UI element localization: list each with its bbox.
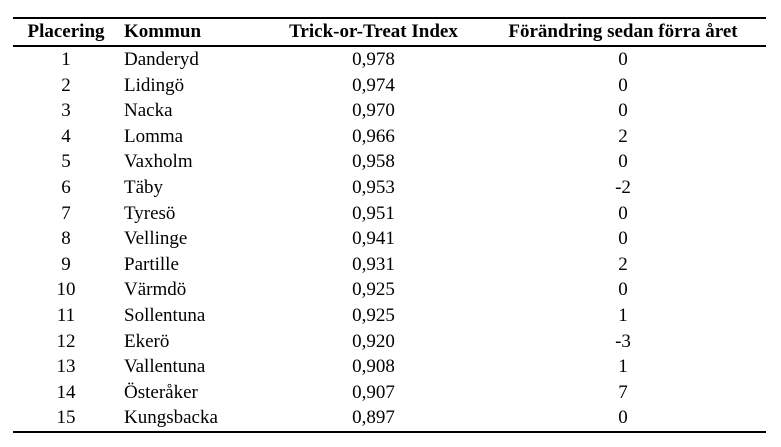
table-row: 3 Nacka 0,970 0 [13,98,766,124]
ranking-table-container: Placering Kommun Trick-or-Treat Index Förän… [13,17,766,433]
cell-index: 0,925 [352,279,395,301]
table-row: 11 Sollentuna 0,925 1 [13,303,766,329]
column-header-change: Förändring sedan förra året [508,21,738,42]
cell-placering: 13 [56,356,76,378]
cell-placering: 14 [56,381,76,403]
cell-placering: 4 [61,125,71,147]
cell-kommun: Vellinge [124,228,188,250]
cell-kommun: Nacka [124,100,173,122]
cell-kommun: Lomma [124,125,184,147]
table-row: 9 Partille 0,931 2 [13,252,766,278]
cell-index: 0,966 [352,125,395,147]
cell-kommun: Vallentuna [124,356,206,378]
cell-change: 0 [618,49,628,70]
cell-kommun: Kungsbacka [124,407,218,429]
table-row: 15 Kungsbacka 0,897 0 [13,405,766,432]
cell-change: 1 [618,304,628,326]
cell-placering: 3 [61,100,71,122]
cell-placering: 12 [56,330,76,352]
cell-kommun: Tyresö [124,202,176,224]
cell-change: 0 [618,202,628,224]
table-row: 5 Vaxholm 0,958 0 [13,149,766,175]
cell-kommun: Täby [124,176,164,198]
cell-change: 0 [618,228,628,250]
column-header-placering: Placering [27,21,105,42]
table-body: 1 Danderyd 0,978 0 2 Lidingö 0,974 0 3 Nacka 0,970… [13,46,766,432]
table-header-row: Placering Kommun Trick-or-Treat Index Förän… [13,18,766,46]
table-row: 4 Lomma 0,966 2 [13,124,766,150]
table-row: 1 Danderyd 0,978 0 [13,46,766,73]
table-row: 12 Ekerö 0,920 -3 [13,329,766,355]
cell-index: 0,978 [352,49,395,70]
cell-index: 0,958 [352,151,395,173]
cell-change: 2 [618,253,628,275]
table-row: 13 Vallentuna 0,908 1 [13,354,766,380]
table-row: 6 Täby 0,953 -2 [13,175,766,201]
cell-index: 0,908 [352,356,395,378]
cell-change: 2 [618,125,628,147]
cell-placering: 1 [61,49,71,70]
trick-or-treat-ranking-table: Placering Kommun Trick-or-Treat Index Förän… [13,17,766,433]
cell-index: 0,907 [352,381,395,403]
cell-kommun: Österåker [124,381,198,403]
cell-placering: 11 [56,304,76,326]
cell-change: 0 [618,151,628,173]
cell-kommun: Sollentuna [124,304,206,326]
cell-change: 1 [618,356,628,378]
cell-change: 0 [618,100,628,122]
column-header-kommun: Kommun [124,21,202,42]
table-row: 8 Vellinge 0,941 0 [13,226,766,252]
cell-placering: 10 [56,279,76,301]
cell-index: 0,970 [352,100,395,122]
cell-placering: 7 [61,202,71,224]
cell-change: 0 [618,279,628,301]
cell-kommun: Ekerö [124,330,170,352]
cell-index: 0,931 [352,253,395,275]
cell-index: 0,953 [352,176,395,198]
cell-change: -2 [615,176,631,198]
cell-placering: 15 [56,407,76,429]
cell-placering: 2 [61,74,71,96]
table-row: 10 Värmdö 0,925 0 [13,277,766,303]
cell-kommun: Värmdö [124,279,187,301]
cell-change: 7 [618,381,628,403]
cell-index: 0,974 [352,74,395,96]
cell-index: 0,897 [352,407,395,429]
cell-kommun: Lidingö [124,74,185,96]
cell-change: -3 [615,330,631,352]
cell-change: 0 [618,407,628,429]
cell-kommun: Danderyd [124,49,199,70]
table-header: Placering Kommun Trick-or-Treat Index Förän… [13,18,766,46]
cell-placering: 9 [61,253,71,275]
table-row: 2 Lidingö 0,974 0 [13,73,766,99]
cell-kommun: Partille [124,253,179,275]
cell-placering: 6 [61,176,71,198]
cell-kommun: Vaxholm [124,151,193,173]
column-header-index: Trick-or-Treat Index [289,21,458,42]
cell-placering: 5 [61,151,71,173]
cell-index: 0,941 [352,228,395,250]
cell-index: 0,951 [352,202,395,224]
cell-change: 0 [618,74,628,96]
table-row: 7 Tyresö 0,951 0 [13,201,766,227]
cell-index: 0,920 [352,330,395,352]
table-row: 14 Österåker 0,907 7 [13,380,766,406]
cell-index: 0,925 [352,304,395,326]
cell-placering: 8 [61,228,71,250]
